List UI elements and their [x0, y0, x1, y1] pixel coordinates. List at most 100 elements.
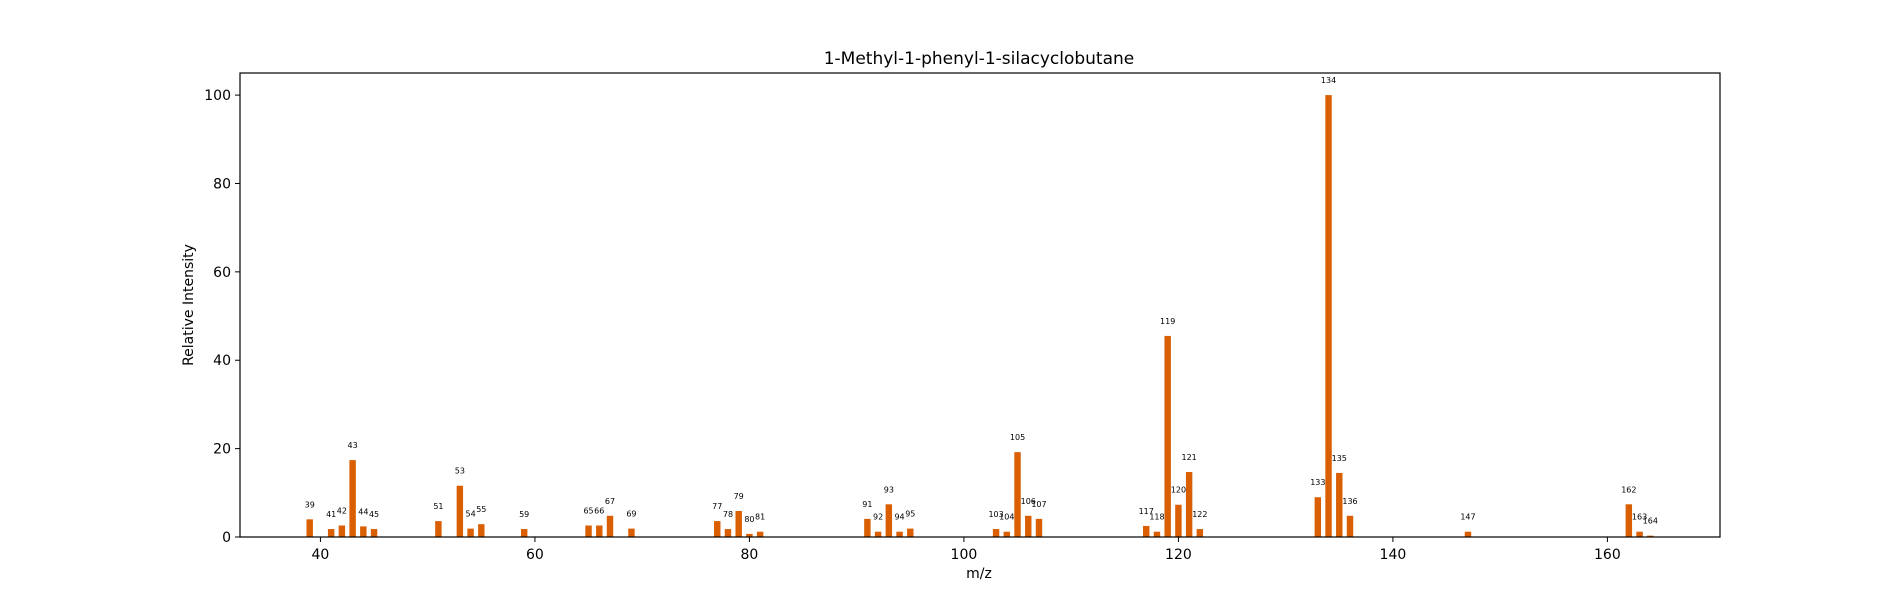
- bar-mz-79: [735, 510, 742, 537]
- y-axis: 0 20 40 60 80 100: [204, 88, 240, 546]
- bar-mz-67: [606, 515, 614, 537]
- y-tick-label: 60: [213, 265, 231, 281]
- bar-mz-59: [520, 529, 528, 537]
- bar-mz-164: [1647, 535, 1654, 537]
- bar-mz-162: [1625, 504, 1633, 537]
- peak-label-117: 117: [1139, 507, 1154, 516]
- peak-label-44: 44: [358, 507, 368, 516]
- peak-label-45: 45: [369, 510, 379, 519]
- peak-label-81: 81: [755, 513, 765, 522]
- peak-label-106: 106: [1021, 497, 1036, 506]
- bar-mz-107: [1035, 518, 1043, 537]
- bar-mz-93: [885, 504, 893, 537]
- plot-frame: [239, 72, 1721, 538]
- bar-mz-92: [874, 531, 882, 537]
- peak-label-133: 133: [1310, 478, 1325, 487]
- peak-label-80: 80: [744, 515, 754, 524]
- bar-mz-78: [724, 529, 732, 537]
- bar-mz-41: [327, 529, 335, 537]
- peak-label-134: 134: [1321, 76, 1336, 85]
- x-tick-label: 140: [1380, 547, 1407, 563]
- bar-mz-117: [1143, 525, 1150, 537]
- peak-label-43: 43: [348, 441, 358, 450]
- peak-label-135: 135: [1332, 454, 1347, 463]
- peak-label-147: 147: [1460, 513, 1475, 522]
- bar-mz-106: [1025, 515, 1032, 537]
- peak-label-118: 118: [1149, 513, 1164, 522]
- bar-mz-105: [1014, 452, 1021, 537]
- bar-mz-91: [864, 518, 871, 537]
- bar-mz-51: [435, 521, 442, 537]
- peak-label-163: 163: [1632, 513, 1647, 522]
- bar-mz-104: [1003, 531, 1011, 537]
- bar-mz-43: [349, 460, 356, 537]
- peak-label-54: 54: [465, 510, 475, 519]
- bar-mz-135: [1336, 472, 1343, 537]
- x-axis: 40 60 80 100 120 140 160: [312, 537, 1621, 563]
- bar-mz-45: [370, 529, 378, 537]
- x-tick-label: 60: [526, 547, 544, 563]
- peak-label-78: 78: [723, 510, 733, 519]
- bar-mz-42: [338, 525, 346, 537]
- bar-mz-103: [992, 529, 1000, 537]
- bar-mz-119: [1164, 335, 1171, 537]
- bar-mz-54: [467, 528, 474, 537]
- bars-layer: [306, 95, 1654, 537]
- bar-mz-39: [306, 519, 313, 537]
- bar-mz-77: [714, 521, 721, 537]
- peak-label-122: 122: [1192, 510, 1207, 519]
- bar-mz-95: [907, 528, 914, 537]
- bar-mz-121: [1185, 472, 1193, 537]
- bar-mz-133: [1314, 497, 1322, 537]
- bar-mz-136: [1346, 515, 1354, 537]
- peak-label-77: 77: [712, 502, 722, 511]
- peak-label-69: 69: [626, 510, 636, 519]
- peak-label-136: 136: [1342, 497, 1357, 506]
- y-tick-label: 0: [222, 530, 231, 546]
- bar-mz-65: [585, 525, 592, 537]
- peak-label-39: 39: [305, 500, 315, 509]
- peak-label-103: 103: [988, 510, 1003, 519]
- bar-mz-122: [1196, 529, 1204, 537]
- chart-title: 1-Methyl-1-phenyl-1-silacyclobutane: [824, 49, 1135, 69]
- bar-mz-163: [1636, 531, 1643, 537]
- peak-label-93: 93: [884, 485, 894, 494]
- peak-label-51: 51: [433, 502, 443, 511]
- x-tick-label: 80: [741, 547, 759, 563]
- peak-label-66: 66: [594, 507, 604, 516]
- bar-mz-94: [896, 531, 903, 537]
- peak-label-107: 107: [1031, 500, 1046, 509]
- peak-label-119: 119: [1160, 317, 1175, 326]
- x-tick-label: 160: [1594, 547, 1621, 563]
- peak-label-104: 104: [999, 513, 1014, 522]
- x-tick-label: 120: [1165, 547, 1192, 563]
- peak-label-53: 53: [455, 467, 465, 476]
- peak-label-94: 94: [894, 513, 904, 522]
- peak-label-91: 91: [862, 500, 872, 509]
- bar-mz-55: [478, 524, 485, 537]
- peak-label-162: 162: [1621, 485, 1636, 494]
- peak-label-92: 92: [873, 513, 883, 522]
- peak-label-105: 105: [1010, 433, 1025, 442]
- peak-label-42: 42: [337, 507, 347, 516]
- bar-mz-134: [1325, 95, 1332, 537]
- bar-mz-69: [628, 528, 635, 537]
- peak-label-79: 79: [734, 492, 744, 501]
- bar-mz-44: [360, 526, 367, 537]
- x-axis-title: m/z: [966, 566, 992, 582]
- bar-mz-66: [596, 525, 603, 537]
- peak-label-41: 41: [326, 510, 336, 519]
- peak-label-120: 120: [1171, 486, 1186, 495]
- peak-label-67: 67: [605, 497, 615, 506]
- bar-mz-118: [1153, 531, 1161, 537]
- peak-label-95: 95: [905, 510, 915, 519]
- y-tick-label: 80: [213, 176, 231, 192]
- peak-label-121: 121: [1181, 453, 1196, 462]
- bar-mz-120: [1175, 504, 1182, 537]
- peak-label-59: 59: [519, 510, 529, 519]
- x-tick-label: 40: [312, 547, 330, 563]
- bar-mz-81: [756, 531, 764, 537]
- x-tick-label: 100: [951, 547, 978, 563]
